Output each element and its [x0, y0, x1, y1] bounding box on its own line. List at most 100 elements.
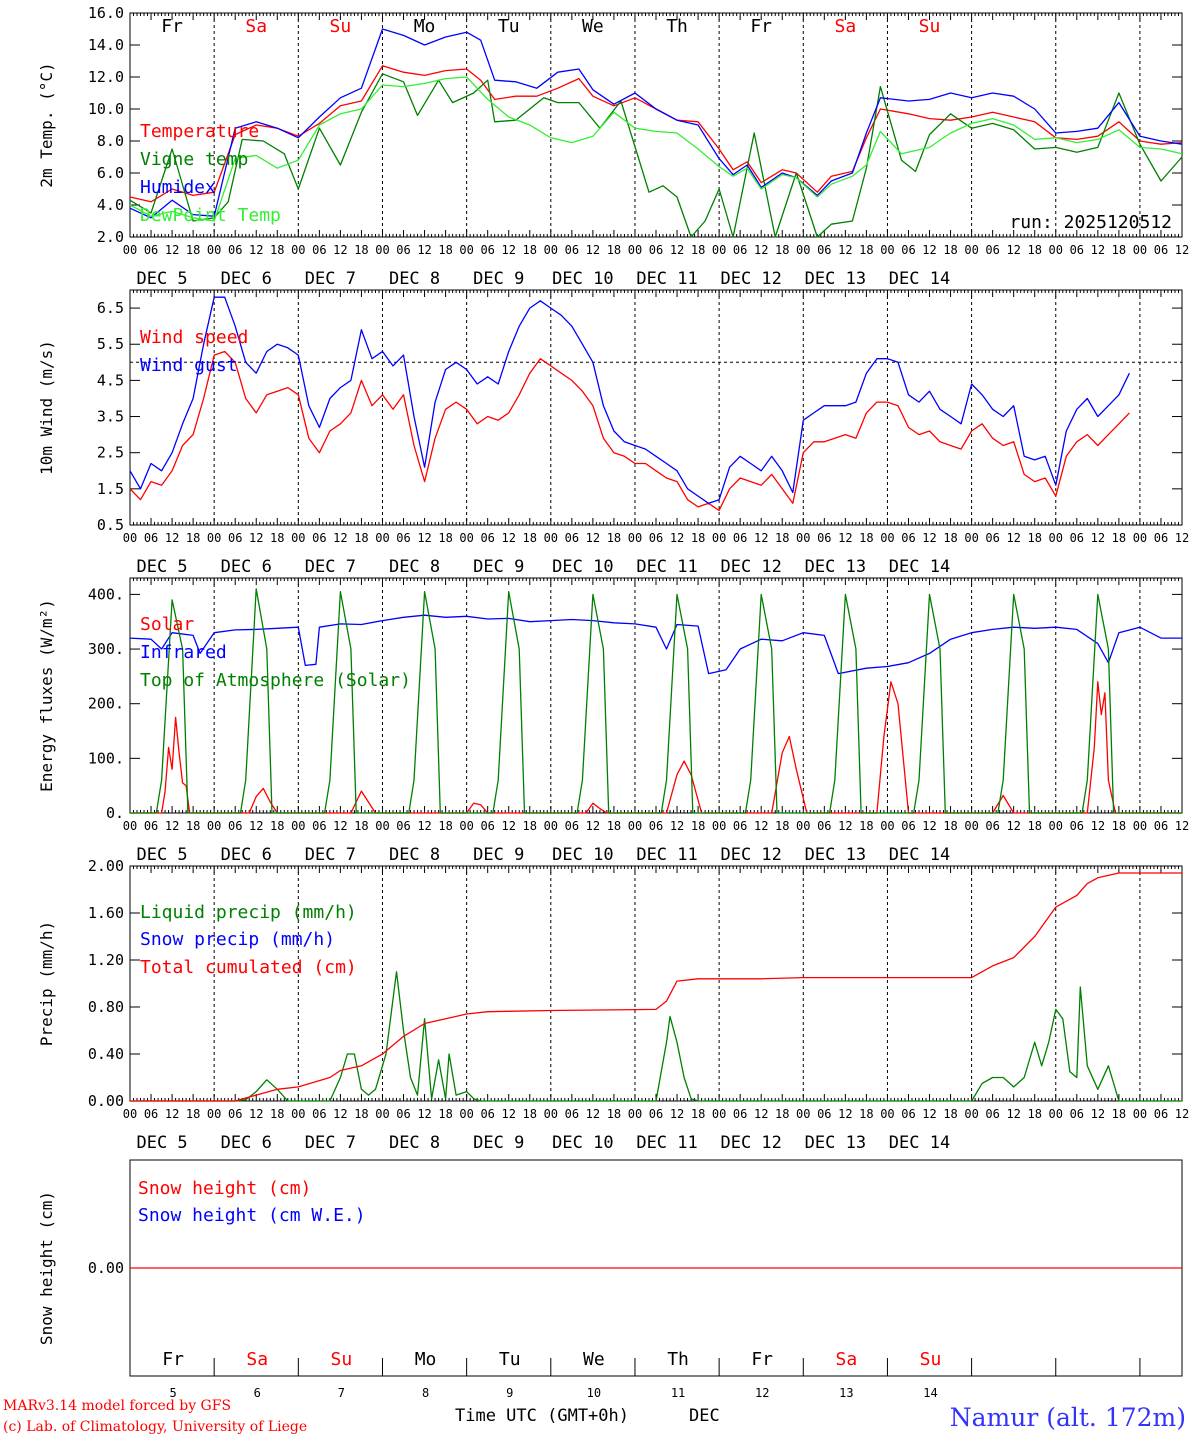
hour-tick-label: 18 [1027, 819, 1041, 833]
day-number-label: 11 [671, 1386, 685, 1400]
hour-tick-label: 00 [123, 531, 137, 545]
hour-tick-label: 06 [228, 531, 242, 545]
hour-tick-label: 06 [565, 1107, 579, 1121]
hour-tick-label: 00 [544, 819, 558, 833]
date-label: DEC 6 [221, 269, 272, 289]
hour-tick-label: 00 [544, 1107, 558, 1121]
series-line-wind-gust [129, 296, 1130, 504]
hour-tick-label: 12 [670, 531, 684, 545]
date-label: DEC 5 [136, 269, 187, 289]
hour-tick-label: 18 [1027, 531, 1041, 545]
hour-tick-label: 06 [312, 1107, 326, 1121]
hour-tick-label: 12 [1091, 243, 1105, 257]
hour-tick-label: 12 [754, 819, 768, 833]
hour-tick-label: 06 [144, 819, 158, 833]
hour-tick-label: 18 [859, 243, 873, 257]
hour-tick-label: 12 [586, 243, 600, 257]
date-label: DEC 12 [720, 1133, 781, 1153]
day-name-label: Sa [246, 1349, 268, 1370]
day-name-label: Mo [415, 1349, 437, 1370]
hour-tick-label: 00 [123, 819, 137, 833]
day-number-label: 12 [755, 1386, 769, 1400]
hour-tick-label: 06 [144, 531, 158, 545]
day-name-label: Tu [498, 16, 520, 37]
y-axis-title: 2m Temp. (°C) [37, 62, 56, 187]
hour-tick-label: 18 [943, 531, 957, 545]
hour-tick-label: 12 [501, 1107, 515, 1121]
day-name-label: Fr [751, 1349, 773, 1370]
hour-tick-label: 18 [354, 243, 368, 257]
hour-tick-label: 00 [1133, 1107, 1147, 1121]
legend-entry: Infrared [140, 642, 227, 663]
hour-tick-label: 00 [291, 243, 305, 257]
hour-tick-label: 18 [1112, 819, 1126, 833]
y-tick-label: 3.5 [97, 408, 124, 426]
date-label: DEC 11 [636, 1133, 697, 1153]
hour-tick-label: 18 [523, 243, 537, 257]
hour-tick-label: 00 [1133, 819, 1147, 833]
x-axis-title: Time UTC (GMT+0h) [455, 1406, 629, 1426]
hour-tick-label: 06 [985, 531, 999, 545]
y-tick-label: 0. [106, 804, 124, 822]
y-tick-label: 1.60 [88, 904, 124, 922]
date-label: DEC 8 [389, 1133, 440, 1153]
hour-tick-label: 18 [775, 1107, 789, 1121]
date-label: DEC 14 [889, 269, 950, 289]
hour-tick-label: 12 [249, 243, 263, 257]
hour-tick-label: 12 [165, 1107, 179, 1121]
date-label: DEC 12 [720, 845, 781, 865]
date-label: DEC 12 [720, 269, 781, 289]
day-number-label: 6 [254, 1386, 261, 1400]
series-line-temperature [129, 65, 1183, 203]
day-name-label: Fr [162, 1349, 184, 1370]
hour-tick-label: 06 [817, 819, 831, 833]
hour-tick-label: 00 [1049, 531, 1063, 545]
hour-tick-label: 00 [291, 1107, 305, 1121]
hour-tick-label: 18 [1112, 531, 1126, 545]
model-credit: MARv3.14 model forced by GFS [3, 1398, 232, 1414]
legend-entry: Snow precip (mm/h) [140, 929, 335, 950]
series-line-vigne-temp [129, 73, 1183, 238]
hour-tick-label: 18 [607, 819, 621, 833]
hour-tick-label: 06 [985, 1107, 999, 1121]
hour-tick-label: 00 [207, 243, 221, 257]
hour-tick-label: 18 [607, 1107, 621, 1121]
hour-tick-label: 00 [796, 243, 810, 257]
hour-tick-label: 18 [607, 243, 621, 257]
hour-tick-label: 18 [270, 1107, 284, 1121]
date-label: DEC 8 [389, 269, 440, 289]
day-name-label: Tu [499, 1349, 521, 1370]
y-tick-label: 0.00 [88, 1092, 124, 1110]
date-label: DEC 7 [305, 845, 356, 865]
hour-tick-label: 00 [544, 243, 558, 257]
hour-tick-label: 00 [375, 819, 389, 833]
hour-tick-label: 00 [1133, 531, 1147, 545]
hour-tick-label: 00 [291, 819, 305, 833]
hour-tick-label: 12 [165, 819, 179, 833]
y-tick-label: 4.5 [97, 371, 124, 389]
hour-tick-label: 06 [1070, 243, 1084, 257]
hour-tick-label: 00 [1049, 1107, 1063, 1121]
panel-energy [129, 577, 1183, 814]
y-tick-label: 14.0 [88, 36, 124, 54]
y-tick-label: 2.00 [88, 857, 124, 875]
hour-tick-label: 12 [586, 1107, 600, 1121]
hour-tick-label: 12 [670, 1107, 684, 1121]
hour-tick-label: 00 [796, 1107, 810, 1121]
hour-tick-label: 06 [1154, 243, 1168, 257]
hour-tick-label: 06 [649, 819, 663, 833]
y-tick-label: 6.0 [97, 164, 124, 182]
hour-tick-label: 06 [817, 1107, 831, 1121]
hour-tick-label: 06 [396, 819, 410, 833]
hour-tick-label: 12 [1006, 531, 1020, 545]
day-number-label: 13 [839, 1386, 853, 1400]
y-tick-label: 300. [88, 640, 124, 658]
hour-tick-label: 12 [922, 243, 936, 257]
hour-tick-label: 06 [396, 1107, 410, 1121]
hour-tick-label: 18 [859, 531, 873, 545]
hour-tick-label: 18 [607, 531, 621, 545]
hour-tick-label: 00 [712, 243, 726, 257]
hour-tick-label: 06 [1154, 531, 1168, 545]
hour-tick-label: 12 [501, 531, 515, 545]
